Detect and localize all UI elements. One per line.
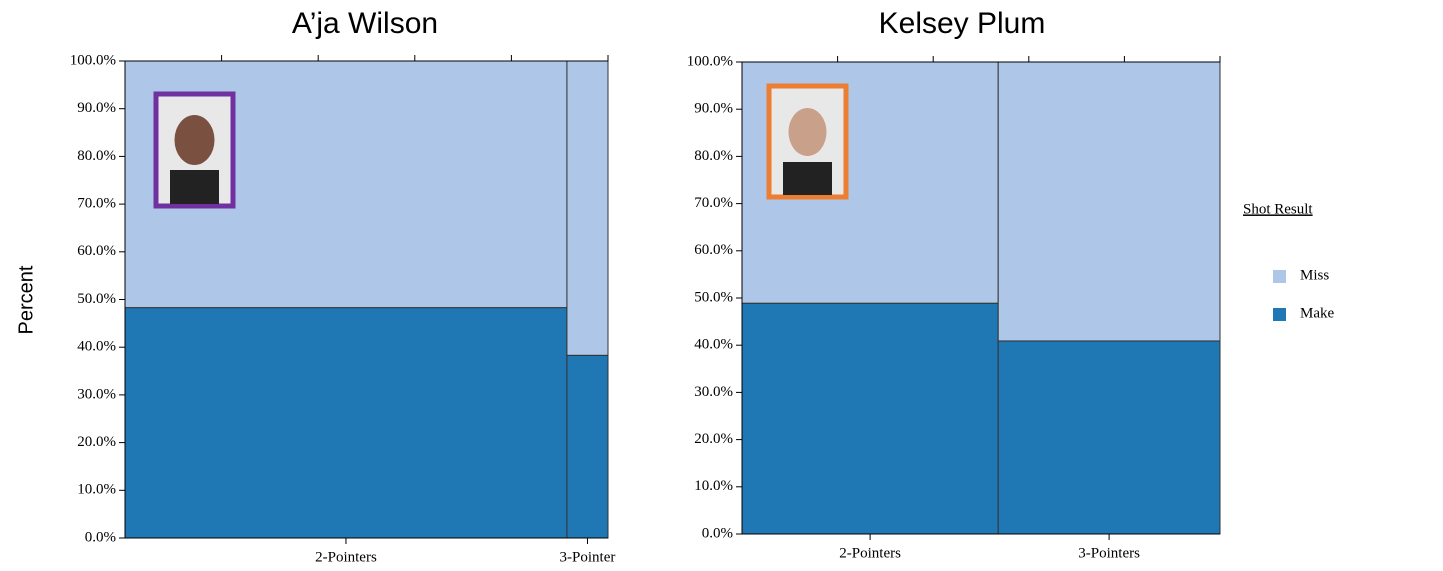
y-tick-label: 0.0% <box>702 525 733 541</box>
y-tick-label: 30.0% <box>77 386 116 402</box>
mosaic-segment <box>124 307 568 539</box>
y-tick-label: 80.0% <box>77 148 116 164</box>
chart-title: Kelsey Plum <box>879 7 1046 40</box>
y-tick-label: 0.0% <box>85 529 116 545</box>
y-tick-label: 100.0% <box>70 52 116 68</box>
y-tick-label: 40.0% <box>77 339 116 355</box>
photo-face <box>174 115 215 165</box>
mosaic-segment <box>566 60 609 356</box>
mosaic-chart: A’ja Wilson Percent 2-Pointers 3-Pointer 0.0… <box>15 7 615 566</box>
y-tick-label: 100.0% <box>687 53 733 69</box>
photo-body <box>170 170 219 204</box>
y-tick-label: 30.0% <box>694 384 733 400</box>
charts: A’ja Wilson Percent 2-Pointers 3-Pointer 0.0… <box>15 7 1334 566</box>
legend: Shot Result Miss Make <box>1243 201 1334 321</box>
y-tick-label: 60.0% <box>77 243 116 259</box>
y-tick-label: 90.0% <box>694 101 733 117</box>
legend-swatch <box>1273 308 1286 321</box>
mosaic-chart: Kelsey Plum 2-Pointers 3-Pointers 0.0% 10.0%… <box>687 7 1335 562</box>
y-tick-label: 70.0% <box>77 196 116 212</box>
mosaic-segment <box>741 302 999 535</box>
x-tick-label: 2-Pointers <box>839 545 901 561</box>
y-tick-label: 50.0% <box>694 289 733 305</box>
x-tick-label: 2-Pointers <box>315 549 377 565</box>
y-tick-label: 20.0% <box>77 434 116 450</box>
mosaic-segment <box>997 61 1221 342</box>
photo-frame <box>153 83 849 209</box>
y-axis-label: Percent <box>15 265 37 334</box>
photo-face <box>788 108 827 156</box>
legend-label: Miss <box>1300 267 1329 283</box>
y-tick-label: 60.0% <box>694 242 733 258</box>
legend-label: Make <box>1300 305 1334 321</box>
y-tick-label: 10.0% <box>77 482 116 498</box>
chart-title: A’ja Wilson <box>292 7 438 40</box>
legend-swatch <box>1273 270 1286 283</box>
y-tick-label: 10.0% <box>694 478 733 494</box>
y-tick-label: 90.0% <box>77 100 116 116</box>
mosaic-segment <box>997 340 1221 535</box>
legend-title: Shot Result <box>1243 201 1313 217</box>
y-tick-label: 70.0% <box>694 195 733 211</box>
y-tick-label: 20.0% <box>694 431 733 447</box>
mosaic-segment <box>566 354 609 539</box>
y-tick-label: 80.0% <box>694 148 733 164</box>
photo-body <box>783 162 832 195</box>
y-tick-label: 40.0% <box>694 337 733 353</box>
y-tick-label: 50.0% <box>77 291 116 307</box>
x-tick-label: 3-Pointer <box>560 549 616 565</box>
x-tick-label: 3-Pointers <box>1078 545 1140 561</box>
